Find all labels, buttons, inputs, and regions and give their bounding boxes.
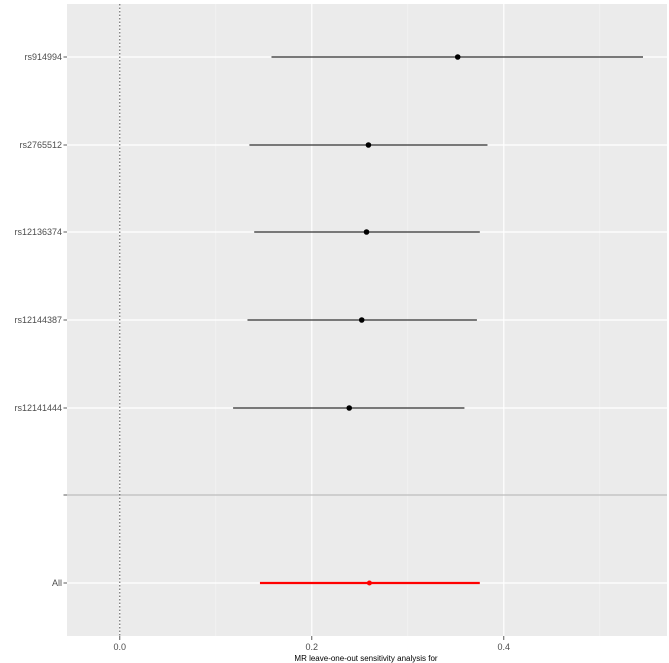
point-rs12136374 <box>363 229 370 235</box>
y-tick-label-4: rs12141444 <box>14 403 62 413</box>
y-tick-label-2: rs12136374 <box>14 227 62 237</box>
y-tick-labels: rs914994 rs2765512 rs12136374 rs12144387 rs1… <box>14 52 62 588</box>
y-tick-label-0: rs914994 <box>24 52 62 62</box>
estimate-points <box>346 54 461 586</box>
x-tick-label-0: 0.0 <box>114 642 127 652</box>
x-tick-label-2: 0.4 <box>498 642 511 652</box>
point-All <box>366 580 372 586</box>
y-tick-label-3: rs12144387 <box>14 315 62 325</box>
y-tick-marks <box>63 56 67 584</box>
y-tick-label-6: All <box>52 578 62 588</box>
point-rs12141444 <box>346 405 353 411</box>
x-tick-marks <box>119 636 505 640</box>
y-tick-label-1: rs2765512 <box>19 140 62 150</box>
point-rs2765512 <box>365 142 372 148</box>
point-rs914994 <box>454 54 461 60</box>
x-tick-label-1: 0.2 <box>306 642 319 652</box>
x-axis-title: MR leave-one-out sensitivity analysis fo… <box>294 654 438 663</box>
point-rs12144387 <box>358 317 365 323</box>
x-tick-labels: 0.0 0.2 0.4 <box>114 642 511 652</box>
